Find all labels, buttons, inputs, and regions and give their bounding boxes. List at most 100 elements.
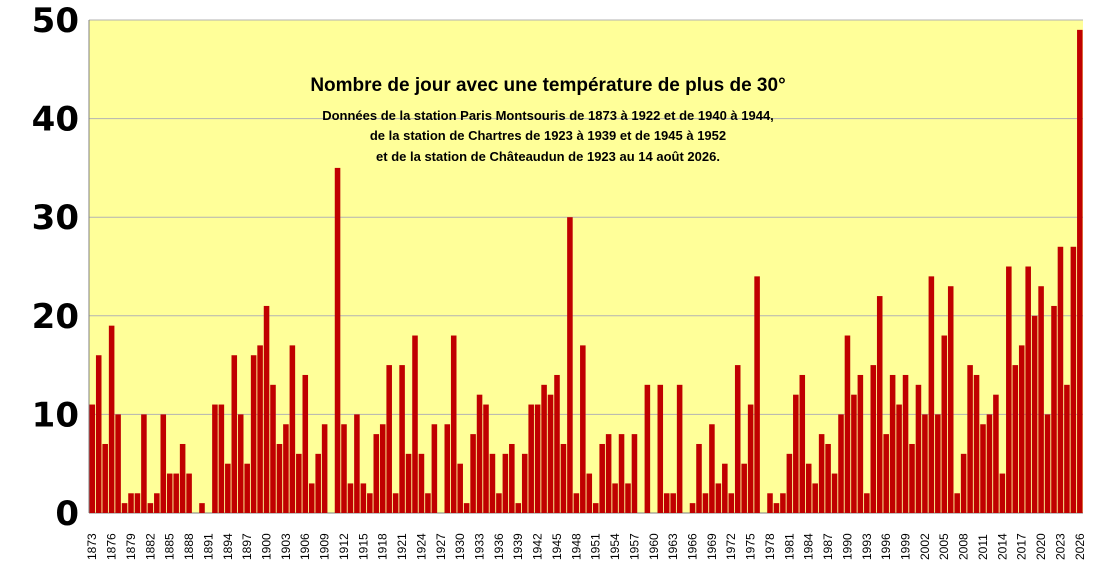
bar [722, 463, 728, 513]
x-tick-label: 1939 [511, 533, 525, 560]
bar [173, 473, 179, 513]
bar [1070, 246, 1077, 513]
bar [980, 424, 986, 513]
bar [605, 434, 612, 513]
bar [528, 404, 534, 513]
bar [935, 414, 941, 513]
bar [831, 473, 838, 513]
x-tick-label: 1930 [453, 533, 467, 560]
x-tick-label: 2002 [918, 533, 932, 560]
bar [689, 503, 696, 513]
bars [89, 29, 1083, 514]
bar [734, 365, 741, 513]
bar [844, 335, 851, 513]
x-tick-label: 1996 [879, 533, 893, 560]
bar [334, 167, 341, 513]
bar [631, 434, 638, 513]
bar [276, 443, 283, 513]
x-tick-label: 2008 [957, 533, 971, 560]
bar [967, 365, 973, 513]
bar [805, 463, 812, 513]
x-tick-label: 1966 [686, 533, 700, 560]
bar [457, 463, 463, 513]
x-tick-label: 1951 [589, 533, 603, 560]
bar [754, 276, 760, 513]
x-tick-label: 1918 [376, 533, 390, 560]
bar [231, 355, 238, 513]
bar [412, 335, 418, 513]
bar [179, 443, 186, 513]
bar [1044, 414, 1051, 513]
bar [147, 503, 154, 513]
bar [186, 473, 192, 513]
x-tick-label: 1987 [821, 533, 835, 560]
chart-title: Nombre de jour avec une température de p… [310, 75, 785, 96]
bar [1025, 266, 1031, 513]
bar [496, 493, 502, 513]
bar [367, 493, 373, 513]
bar [889, 374, 896, 513]
bar [883, 434, 889, 513]
chart-subtitle-line: de la station de Chartres de 1923 à 1939… [370, 128, 726, 143]
bar [767, 493, 773, 513]
x-tick-label: 1894 [221, 533, 235, 560]
chart-subtitle-line: et de la station de Châteaudun de 1923 a… [376, 149, 720, 164]
x-tick-label: 1906 [298, 533, 312, 560]
bar [166, 473, 173, 513]
x-tick-label: 1903 [279, 533, 293, 560]
bar [444, 424, 451, 513]
x-tick-label: 1960 [647, 533, 661, 560]
x-tick-label: 1981 [782, 533, 796, 560]
bar [463, 503, 470, 513]
bar [296, 453, 302, 513]
bar [1051, 305, 1057, 513]
x-tick-label: 2026 [1073, 533, 1087, 560]
chart-subtitle-line: Données de la station Paris Montsouris d… [322, 108, 774, 123]
bar [128, 493, 134, 513]
bar [141, 414, 147, 513]
x-tick-label: 1990 [840, 533, 854, 560]
x-tick-label: 1993 [860, 533, 874, 560]
x-tick-label: 1900 [260, 533, 274, 560]
bar [321, 424, 328, 513]
bar [592, 503, 599, 513]
bar [308, 483, 315, 513]
bar [515, 503, 522, 513]
bar [154, 493, 160, 513]
bar [793, 394, 799, 513]
y-tick-label: 0 [55, 494, 79, 534]
bar [838, 414, 844, 513]
bar [909, 443, 915, 513]
bar [586, 473, 593, 513]
x-tick-label: 1954 [608, 533, 622, 560]
bar [257, 345, 263, 513]
bar [554, 374, 560, 513]
bar [121, 503, 128, 513]
bar [373, 434, 380, 513]
bar [947, 286, 954, 513]
bar [250, 355, 257, 513]
bar [580, 345, 586, 513]
x-tick-label: 1876 [105, 533, 119, 560]
x-tick-label: 2005 [937, 533, 951, 560]
bar [470, 434, 476, 513]
bar [399, 365, 405, 513]
x-tick-label: 1957 [627, 533, 641, 560]
x-tick-label: 1888 [182, 533, 196, 560]
bar [928, 276, 935, 513]
bar [799, 374, 806, 513]
bar [1077, 29, 1083, 514]
bar [315, 453, 321, 513]
bar [567, 217, 573, 513]
bar [218, 404, 225, 513]
bar [812, 483, 818, 513]
bar [270, 384, 276, 513]
x-tick-label: 1897 [240, 533, 254, 560]
bar [450, 335, 457, 513]
bar [696, 443, 702, 513]
x-tick-label: 1978 [763, 533, 777, 560]
bar [502, 453, 509, 513]
bar [786, 453, 793, 513]
bar [1057, 246, 1064, 513]
x-tick-label: 1945 [550, 533, 564, 560]
